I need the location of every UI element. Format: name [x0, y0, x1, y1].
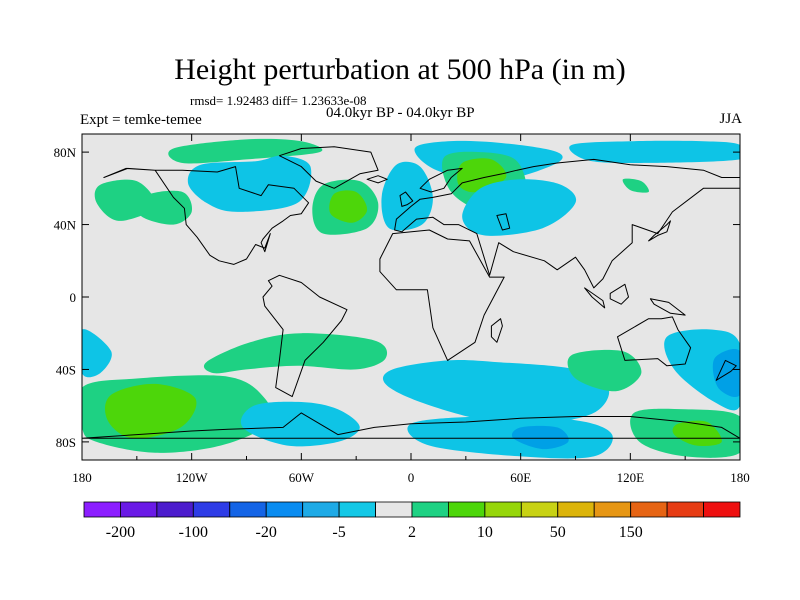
coastline-caspian-sea [496, 213, 511, 231]
anomaly-region-canada-arctic-negative [187, 155, 312, 212]
anomaly-region-east-antarctic-strong [511, 425, 569, 450]
anomaly-region-ross-sea-strong [672, 420, 722, 446]
colorbar-label: 2 [408, 524, 416, 541]
y-tick-label: 0 [70, 290, 77, 305]
colorbar-label: -5 [332, 524, 345, 541]
x-tick-label: 60E [510, 470, 531, 485]
anomaly-region-sw-pacific-negative [82, 329, 112, 378]
coastline-indonesia-borneo [609, 283, 629, 305]
axis-ticks: 180 120W 60W 0 60E 120E 180 80N 40N 0 40S 80S [54, 134, 750, 485]
colorbar-box [484, 501, 522, 518]
anomaly-region-central-asia-negative [462, 179, 577, 236]
colorbar-label: 150 [619, 524, 643, 541]
y-tick-label: 40N [54, 218, 77, 233]
coastline-madagascar [490, 318, 503, 343]
x-tick-label: 60W [289, 470, 315, 485]
x-tick-label: 180 [72, 470, 92, 485]
coastline-antarctica [82, 412, 740, 439]
y-tick-label: 80S [56, 435, 76, 450]
anomaly-region-south-america-positive [203, 333, 388, 374]
anomaly-region-tasman-strong [712, 349, 740, 398]
rmsd-stats: rmsd= 1.92483 diff= 1.23633e-08 [190, 93, 367, 108]
colorbar-label: 50 [550, 524, 566, 541]
plot-title: Height perturbation at 500 hPa (in m) [174, 53, 626, 86]
anomaly-region-north-pacific-positive [138, 190, 193, 225]
x-tick-label: 0 [408, 470, 415, 485]
anomaly-region-greenland-north-positive [168, 138, 323, 164]
y-tick-label: 40S [56, 362, 76, 377]
coastline-british-isles [399, 191, 414, 207]
anomaly-region-north-atlantic-strong [329, 190, 368, 223]
x-tick-label: 120W [176, 470, 209, 485]
colorbar-box [120, 501, 158, 518]
coastlines [82, 146, 740, 439]
colorbar-box [156, 501, 194, 518]
anomaly-regions [82, 138, 740, 459]
coastline-iceland [366, 175, 388, 184]
colorbar-boxes [83, 501, 741, 518]
colorbar-labels: -200 -100 -20 -5 2 10 50 150 [106, 524, 643, 541]
time-period-label: 04.0kyr BP - 04.0kyr BP [326, 105, 475, 121]
anomaly-region-indian-ocean-positive [567, 349, 642, 392]
coastline-japan [648, 220, 671, 242]
experiment-label: Expt = temke-temee [80, 112, 202, 128]
colorbar-box [703, 501, 741, 518]
colorbar-box [593, 501, 632, 518]
coastline-eurasia [394, 158, 740, 289]
colorbar-label: -100 [179, 524, 208, 541]
x-tick-label: 120E [617, 470, 645, 485]
coastline-new-zealand [715, 359, 737, 381]
coastline-africa [379, 229, 505, 361]
coastline-scandinavia [419, 167, 463, 193]
colorbar-box [265, 501, 304, 518]
coastline-sumatra [584, 287, 606, 309]
colorbar-box [229, 501, 267, 518]
anomaly-region-antarctic-atlantic-negative [240, 401, 360, 447]
colorbar-box [520, 501, 559, 518]
coastline-south-america [262, 274, 348, 398]
colorbar-box [447, 501, 486, 518]
coastline-greenland [278, 146, 379, 189]
anomaly-region-east-asia-positive [622, 178, 649, 193]
season-label: JJA [719, 111, 742, 127]
anomaly-region-east-antarctic-negative [407, 416, 613, 459]
colorbar-box [630, 501, 668, 518]
colorbar-label: -20 [256, 524, 277, 541]
anomaly-region-europe-negative [381, 161, 433, 231]
colorbar-box [302, 501, 340, 518]
colorbar-box [375, 501, 413, 518]
colorbar-box [83, 501, 121, 518]
colorbar-box [557, 501, 595, 518]
colorbar-label: 10 [477, 524, 493, 541]
x-tick-label: 180 [730, 470, 750, 485]
anomaly-region-south-pacific-strong [104, 383, 197, 439]
coastline-australia [617, 316, 692, 367]
y-tick-label: 80N [54, 145, 77, 160]
coastline-north-america [103, 166, 310, 265]
colorbar-label: -200 [106, 524, 135, 541]
colorbar-box [338, 501, 376, 518]
colorbar-box [411, 501, 449, 518]
coastline-new-guinea [649, 298, 686, 316]
colorbar-box [192, 501, 231, 518]
anomaly-region-siberia-negative [569, 140, 740, 163]
colorbar-box [666, 501, 704, 518]
anomaly-region-south-atlantic-negative [382, 359, 610, 425]
